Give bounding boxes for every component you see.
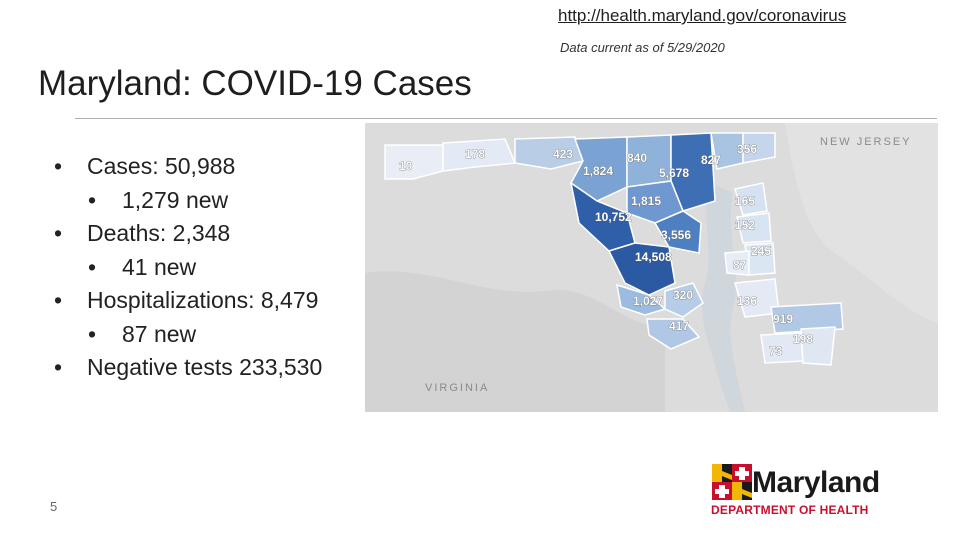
county-calvert [664, 282, 704, 318]
count-label: 10,752 [595, 210, 632, 224]
count-label: 73 [769, 344, 783, 358]
county-cecil [742, 132, 776, 164]
county-baltimore [670, 132, 716, 212]
county-charles [616, 283, 667, 316]
county-prince-georges [607, 242, 676, 296]
count-label: 152 [735, 218, 755, 232]
count-label: 165 [735, 194, 755, 208]
virginia-terrain [365, 271, 665, 412]
county-kent [734, 182, 768, 216]
count-label: 3,556 [661, 228, 691, 242]
count-label: 136 [737, 294, 757, 308]
county-allegany [442, 138, 517, 172]
count-label: 1,824 [583, 164, 613, 178]
logo-wordmark: Maryland [752, 466, 880, 499]
county-wicomico [770, 302, 844, 334]
maryland-flag-icon [712, 464, 752, 500]
count-label: 178 [465, 147, 485, 161]
count-label: 840 [627, 151, 647, 165]
count-label: 417 [669, 319, 689, 333]
county-anne-arundel [653, 210, 702, 254]
count-label: 87 [733, 258, 747, 272]
stat-hospitalizations-new: 87 new [54, 318, 322, 352]
slide-title: Maryland: COVID-19 Cases [38, 64, 472, 103]
county-garrett [384, 144, 444, 180]
count-label: 1,027 [633, 294, 663, 308]
logo-department: DEPARTMENT OF HEALTH [711, 503, 869, 517]
count-label: 1,815 [631, 194, 661, 208]
county-queen-annes [736, 212, 772, 244]
title-divider [75, 118, 937, 119]
stats-list: Cases: 50,988 1,279 new Deaths: 2,348 41… [54, 150, 322, 385]
stat-cases-new: 1,279 new [54, 184, 322, 218]
count-label: 245 [751, 244, 771, 258]
county-worcester [800, 326, 836, 366]
count-label: 10 [399, 159, 413, 173]
stat-deaths-new: 41 new [54, 251, 322, 285]
count-label: 423 [553, 147, 573, 161]
stat-hospitalizations: Hospitalizations: 8,479 [54, 284, 322, 318]
map-label-va: VIRGINIA [425, 382, 489, 394]
page-number: 5 [50, 499, 58, 514]
county-st-marys [646, 318, 701, 350]
map-label-nj: NEW JERSEY [820, 136, 912, 148]
county-talbot [724, 250, 750, 276]
count-label: 919 [773, 312, 793, 326]
source-url-link[interactable]: http://health.maryland.gov/coronavirus [558, 6, 847, 25]
stat-deaths: Deaths: 2,348 [54, 217, 322, 251]
count-label: 14,508 [635, 250, 672, 264]
count-label: 5,678 [659, 166, 689, 180]
count-label: 827 [701, 153, 721, 167]
county-case-map: NEW JERSEY VIRGINIA 10 178 423 1,824 840… [365, 123, 938, 412]
count-label: 198 [793, 332, 813, 346]
delaware-terrain [785, 123, 938, 323]
md-health-logo: Maryland DEPARTMENT OF HEALTH [710, 462, 900, 522]
stat-cases: Cases: 50,988 [54, 150, 322, 184]
stat-negative-tests: Negative tests 233,530 [54, 351, 322, 385]
chesapeake-bay [701, 183, 745, 412]
data-current-note: Data current as of 5/29/2020 [560, 40, 725, 55]
count-label: 320 [673, 288, 693, 302]
county-washington [514, 136, 584, 170]
count-label: 356 [737, 142, 757, 156]
